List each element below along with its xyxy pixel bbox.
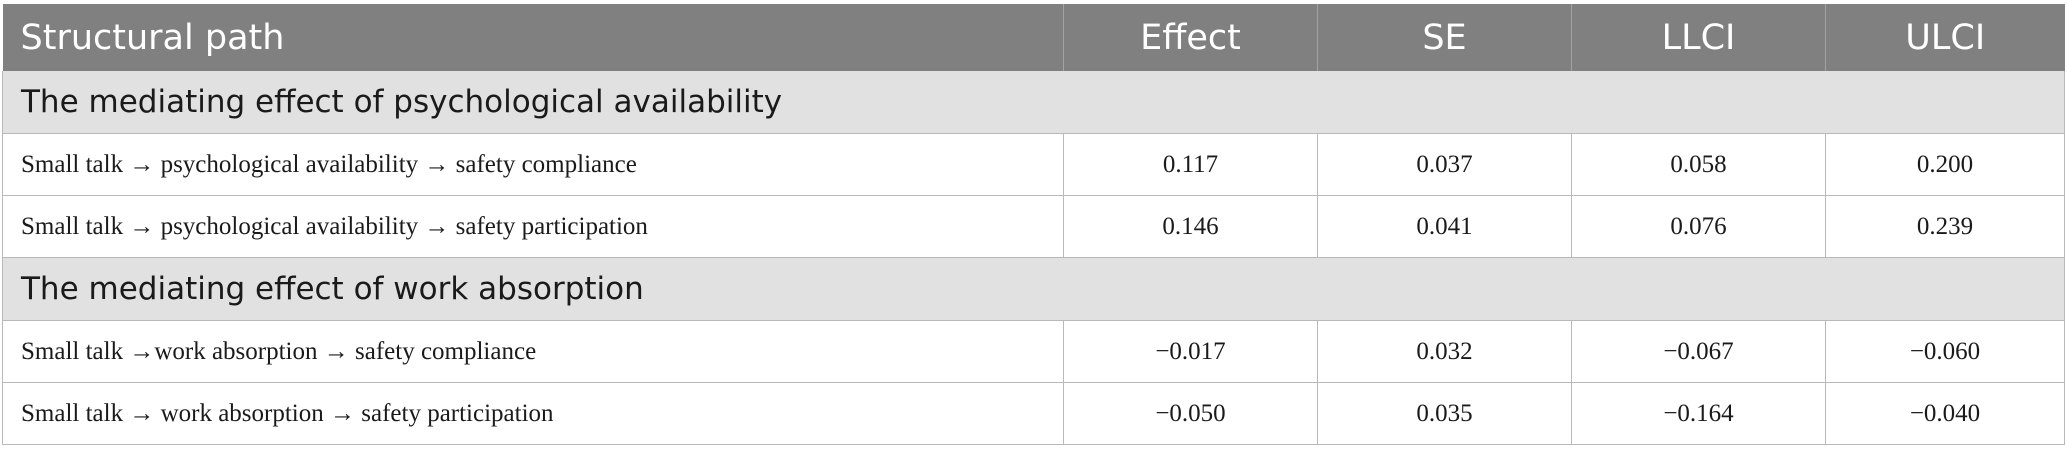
- effect-cell: −0.017: [1063, 320, 1318, 383]
- structural-path-cell: Small talk → psychological availability …: [2, 133, 1064, 196]
- structural-path-cell: Small talk → psychological availability …: [2, 195, 1064, 258]
- table-body: The mediating effect of psychological av…: [2, 71, 2065, 445]
- ulci-cell: 0.239: [1825, 195, 2065, 258]
- effect-cell: 0.146: [1063, 195, 1318, 258]
- ulci-cell: −0.060: [1825, 320, 2065, 383]
- se-cell: 0.032: [1317, 320, 1572, 383]
- llci-cell: −0.067: [1571, 320, 1826, 383]
- llci-cell: 0.058: [1571, 133, 1826, 196]
- mediation-results-table: Structural path Effect SE LLCI ULCI The …: [2, 4, 2065, 445]
- ulci-cell: 0.200: [1825, 133, 2065, 196]
- structural-path-cell: Small talk → work absorption → safety pa…: [2, 382, 1064, 445]
- llci-cell: 0.076: [1571, 195, 1826, 258]
- table-row: Small talk → psychological availability …: [2, 133, 2065, 196]
- se-cell: 0.035: [1317, 382, 1572, 445]
- section-row-work-absorption: The mediating effect of work absorption: [2, 257, 2065, 321]
- section-row-psychological-availability: The mediating effect of psychological av…: [2, 71, 2065, 134]
- effect-cell: 0.117: [1063, 133, 1318, 196]
- effect-cell: −0.050: [1063, 382, 1318, 445]
- table-row: Small talk →work absorption → safety com…: [2, 320, 2065, 383]
- header-row: Structural path Effect SE LLCI ULCI: [2, 4, 2065, 71]
- se-cell: 0.041: [1317, 195, 1572, 258]
- section-title: The mediating effect of work absorption: [2, 257, 2065, 321]
- se-cell: 0.037: [1317, 133, 1572, 196]
- column-header-ulci: ULCI: [1825, 4, 2065, 71]
- table-header: Structural path Effect SE LLCI ULCI: [2, 4, 2065, 71]
- section-title: The mediating effect of psychological av…: [2, 71, 2065, 134]
- column-header-se: SE: [1317, 4, 1572, 71]
- column-header-llci: LLCI: [1571, 4, 1826, 71]
- llci-cell: −0.164: [1571, 382, 1826, 445]
- table-row: Small talk → work absorption → safety pa…: [2, 382, 2065, 445]
- column-header-structural-path: Structural path: [2, 4, 1064, 71]
- table-row: Small talk → psychological availability …: [2, 195, 2065, 258]
- structural-path-cell: Small talk →work absorption → safety com…: [2, 320, 1064, 383]
- column-header-effect: Effect: [1063, 4, 1318, 71]
- ulci-cell: −0.040: [1825, 382, 2065, 445]
